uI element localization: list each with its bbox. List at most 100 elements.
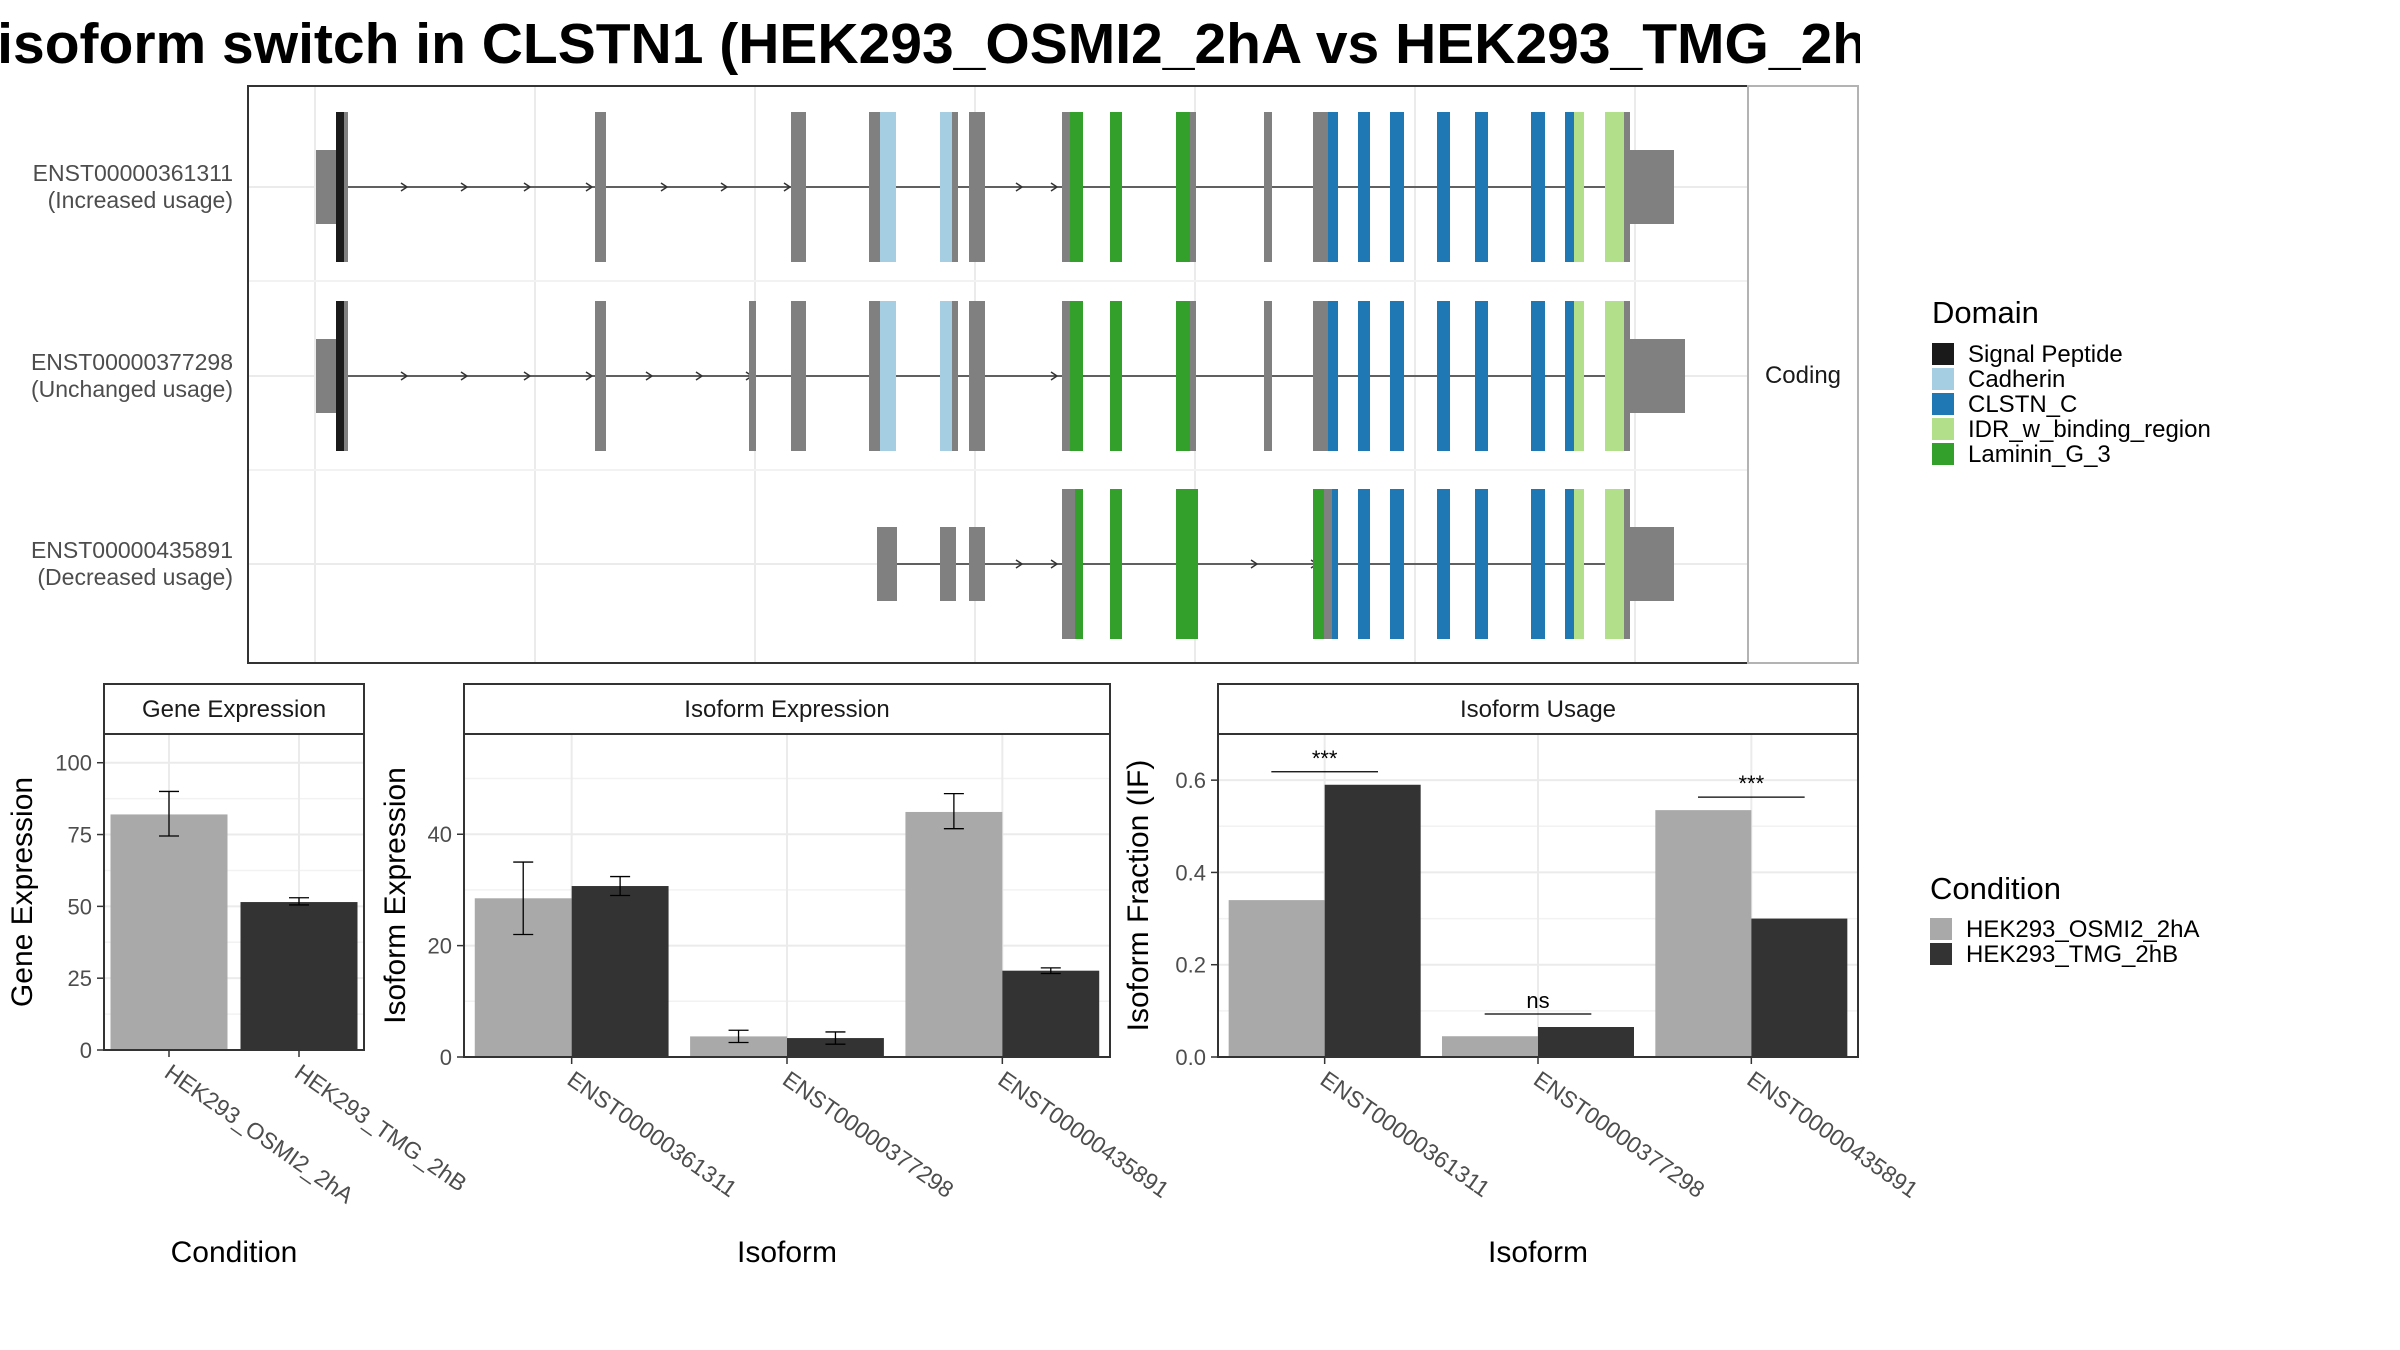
exon-block [1358,301,1370,451]
strand-arrow [1015,182,1024,192]
chart-title: Isoform Usage [1460,696,1616,723]
significance-label: *** [1738,771,1764,796]
chart-title: Gene Expression [142,696,326,723]
exon-block [869,301,880,451]
strand-arrow [523,182,532,192]
exon-block [595,112,606,262]
bar [1442,1036,1538,1057]
x-axis-title: Isoform [737,1236,837,1269]
exon-block [1390,489,1404,639]
bar [1655,810,1752,1057]
exon-block [1062,301,1070,451]
utr-5-block [877,527,897,601]
exon-block [1332,489,1338,639]
exon-block [1531,489,1545,639]
isoform-expression-chart: ENST00000361311 ENST00000377298 ENST000004… [379,683,1174,1269]
exon-block [344,301,348,451]
exon-block [969,301,985,451]
facet-strip [103,683,365,735]
exon-block [1390,301,1404,451]
chart-title: Isoform Expression [684,696,889,723]
facet-strip [1747,85,1859,664]
x-axis-title: Isoform [1488,1236,1588,1269]
exon-block [1190,112,1196,262]
exon-block [1475,489,1488,639]
x-tick-label: ENST00000435891 [1742,1066,1922,1203]
condition-legend-swatch [1930,943,1952,965]
strand-arrow [1050,371,1059,381]
exon-block [1437,112,1450,262]
exon-block [1313,301,1328,451]
strand-arrow [585,371,594,381]
y-tick-label: 20 [428,934,452,959]
strand-arrow [585,182,594,192]
exon-block [940,112,952,262]
y-tick-label: 50 [68,894,92,919]
exon-block [1264,301,1272,451]
error-bar [513,861,534,936]
bar [1324,784,1421,1057]
bar [787,1038,884,1057]
exon-block [1437,489,1450,639]
domain-legend-label: IDR_w_binding_region [1968,416,2211,443]
facet-strip-label: Coding [1765,362,1841,389]
strand-arrow [460,182,469,192]
error-bar [610,875,631,897]
exon-block [1264,112,1272,262]
transcript-tracks [316,112,1685,639]
condition-legend-swatch [1930,918,1952,940]
transcript-track-2 [316,301,1685,451]
exon-block [791,301,806,451]
strand-arrow [523,371,532,381]
domain-legend-swatch [1932,368,1954,390]
bar [1228,900,1325,1057]
domain-legend: Domain Signal PeptideCadherinCLSTN_CIDR_… [1932,295,2211,468]
exon-block [1624,489,1630,639]
strand-arrow [660,182,669,192]
exon-block [952,112,958,262]
domain-legend-label: CLSTN_C [1968,391,2077,418]
exon-block [1070,112,1083,262]
y-tick-label: 0.6 [1175,768,1206,793]
bar [905,811,1003,1057]
strand-arrow [783,182,792,192]
transcript-id-label: ENST00000435891 [31,537,233,563]
strand-arrow [400,182,409,192]
domain-legend-label: Signal Peptide [1968,341,2123,368]
exon-block [940,301,952,451]
utr-5-block [316,339,336,413]
exon-block [1605,112,1624,262]
exon-block [1605,489,1624,639]
exon-block [1574,112,1584,262]
transcript-track-3 [877,489,1674,639]
domain-legend-swatch [1932,343,1954,365]
exon-block [1531,301,1545,451]
error-bar [943,792,964,830]
significance-label: ns [1526,988,1549,1013]
y-tick-label: 0.4 [1175,860,1206,885]
exon-block [1313,489,1324,639]
exon-block [1565,301,1574,451]
error-bar [1040,967,1061,975]
utr-5-block [316,150,336,224]
strand-arrow [720,182,729,192]
exon-block [1190,301,1196,451]
exon-block [1565,489,1574,639]
exon-block [1574,489,1584,639]
strand-arrow [1050,559,1059,569]
x-tick-label: ENST00000361311 [1316,1066,1495,1202]
condition-legend-label: HEK293_TMG_2hB [1966,941,2178,968]
condition-legend-title: Condition [1930,871,2061,906]
strand-arrow [400,371,409,381]
domain-legend-swatch [1932,443,1954,465]
exon-block [1358,489,1370,639]
exon-block [969,112,985,262]
domain-legend-label: Cadherin [1968,366,2065,393]
transcript-id-label: ENST00000361311 [33,160,233,186]
exon-block [1390,112,1404,262]
y-tick-label: 0 [80,1038,92,1063]
exon-block [1110,301,1122,451]
y-tick-label: 100 [55,751,92,776]
